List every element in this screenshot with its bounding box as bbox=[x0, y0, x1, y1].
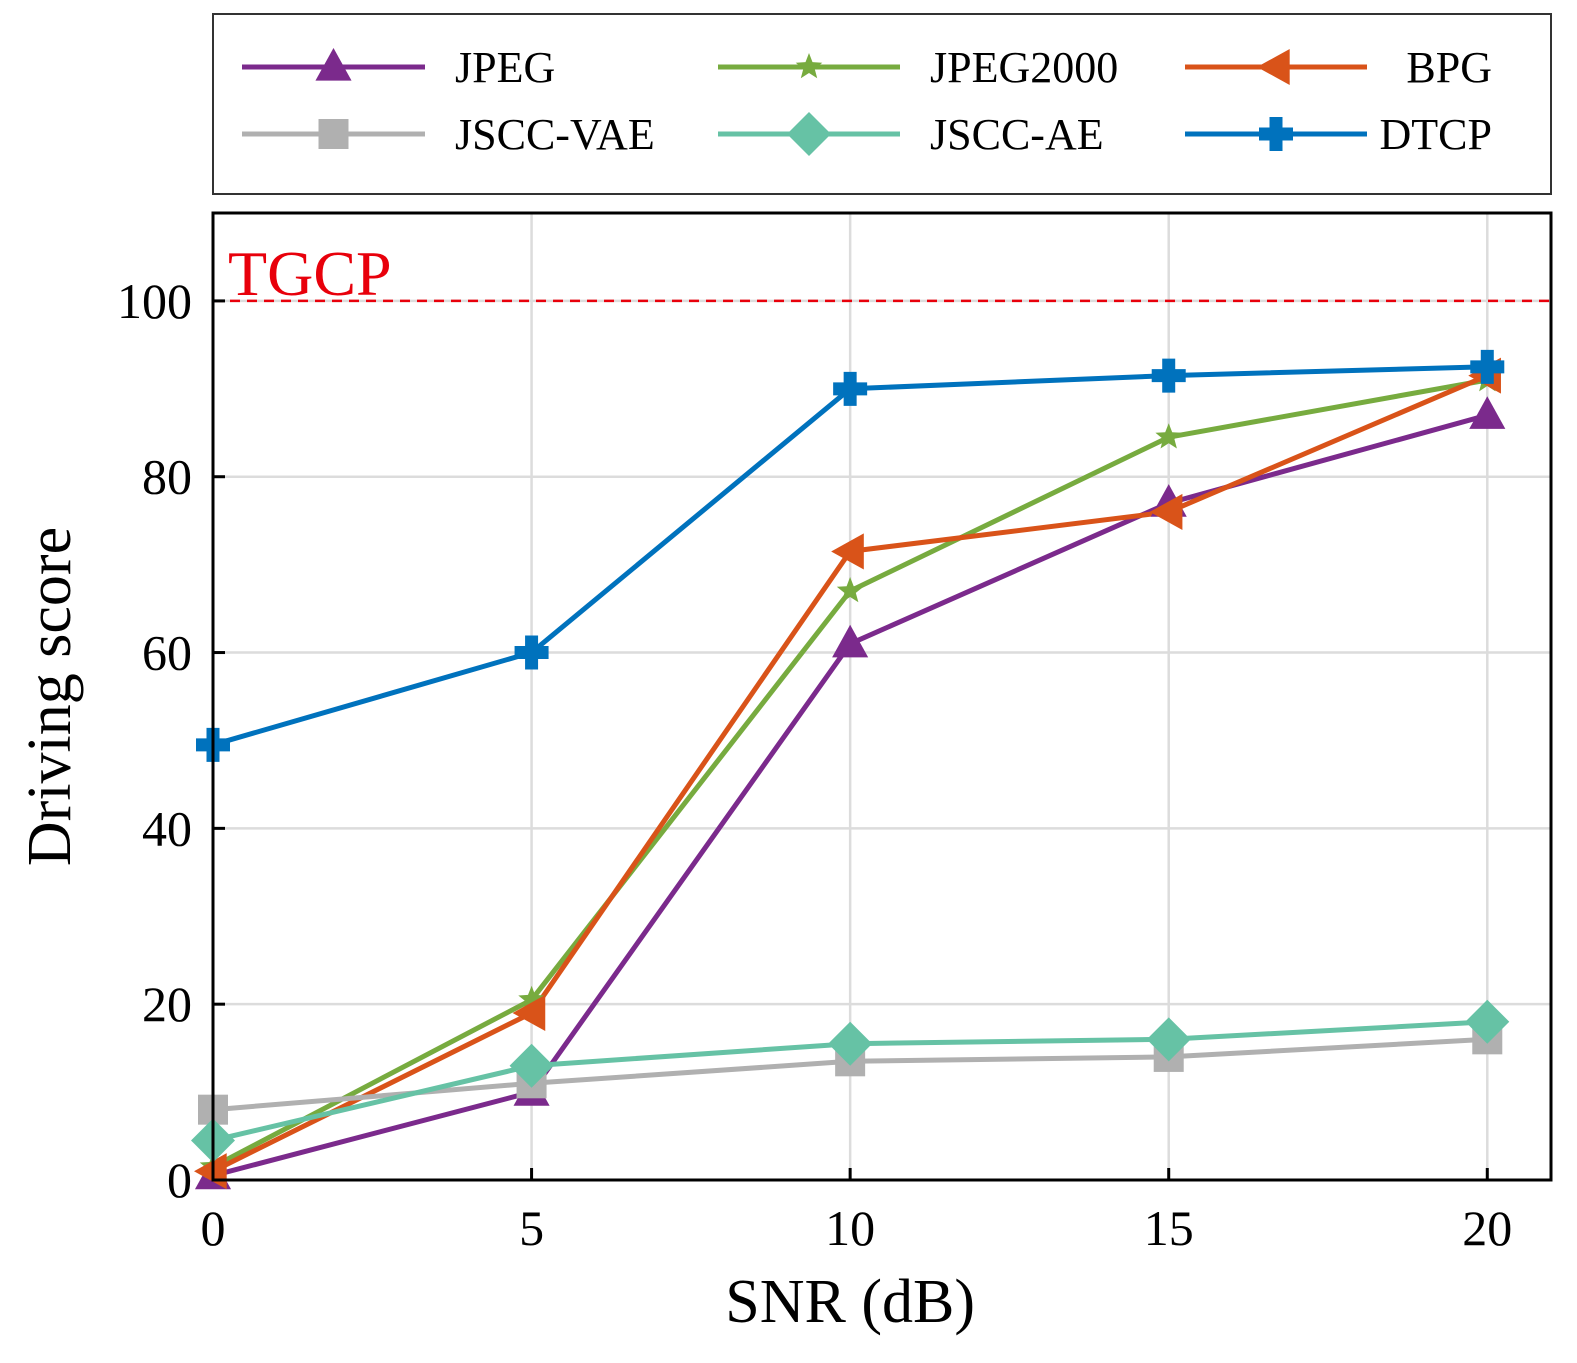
legend: JPEG JPEG2000 BPG JSCC-VAE JSCC-AE DTCP bbox=[212, 13, 1552, 195]
x-tick-label-10: 10 bbox=[825, 1200, 875, 1256]
axis-labels: 0 5 10 15 20 0 20 40 60 80 100 SNR (dB) Driving scor… bbox=[16, 273, 1512, 1336]
plot-frame bbox=[211, 211, 1553, 1182]
axis-ticks bbox=[211, 299, 1489, 1182]
legend-label-jscc-vae: JSCC-VAE bbox=[455, 110, 655, 159]
data-point-dtcp-15 bbox=[1151, 358, 1186, 393]
legend-label-jscc-ae: JSCC-AE bbox=[930, 110, 1104, 159]
y-tick-label-100: 100 bbox=[117, 273, 192, 329]
plot-area: TGCP bbox=[191, 211, 1553, 1190]
legend-marker-jscc-vae bbox=[318, 119, 349, 149]
data-point-jpeg-10 bbox=[832, 624, 869, 658]
data-point-dtcp-20 bbox=[1470, 349, 1505, 384]
legend-label-dtcp: DTCP bbox=[1380, 110, 1492, 159]
data-point-jpeg2000-15 bbox=[1155, 423, 1182, 449]
data-point-jscc-ae-10 bbox=[828, 1021, 873, 1066]
legend-label-jpeg2000: JPEG2000 bbox=[930, 43, 1118, 92]
grid-lines bbox=[213, 213, 1551, 1180]
data-point-jpeg2000-5 bbox=[518, 985, 545, 1012]
data-point-jpeg2000-10 bbox=[836, 577, 864, 603]
data-point-bpg-5 bbox=[512, 994, 546, 1032]
y-tick-label-60: 60 bbox=[142, 625, 192, 681]
legend-label-bpg: BPG bbox=[1406, 43, 1492, 92]
data-point-jscc-ae-15 bbox=[1146, 1017, 1191, 1062]
y-axis-title: Driving score bbox=[16, 527, 84, 866]
data-point-dtcp-10 bbox=[833, 371, 868, 406]
y-tick-label-20: 20 bbox=[142, 976, 192, 1032]
legend-frame bbox=[212, 13, 1552, 195]
reference-line-group: TGCP bbox=[213, 238, 1551, 309]
legend-marker-jpeg bbox=[315, 48, 352, 81]
reference-line-label: TGCP bbox=[228, 238, 392, 309]
data-point-jscc-ae-5 bbox=[509, 1043, 554, 1088]
data-point-dtcp-5 bbox=[514, 635, 549, 670]
y-tick-label-0: 0 bbox=[167, 1152, 192, 1208]
legend-marker-bpg bbox=[1257, 48, 1290, 86]
data-point-jscc-ae-20 bbox=[1465, 999, 1510, 1044]
x-axis-title: SNR (dB) bbox=[725, 1268, 975, 1336]
y-tick-label-80: 80 bbox=[142, 449, 192, 505]
y-tick-label-40: 40 bbox=[142, 800, 192, 856]
x-tick-label-15: 15 bbox=[1144, 1200, 1194, 1256]
data-point-jpeg-20 bbox=[1469, 396, 1506, 429]
x-tick-label-0: 0 bbox=[201, 1200, 226, 1256]
x-tick-label-5: 5 bbox=[519, 1200, 544, 1256]
legend-label-jpeg: JPEG bbox=[455, 43, 555, 92]
legend-marker-dtcp bbox=[1259, 117, 1293, 151]
legend-marker-jpeg2000 bbox=[795, 53, 823, 79]
data-point-bpg-15 bbox=[1149, 493, 1183, 530]
data-point-bpg-10 bbox=[831, 533, 864, 570]
legend-marker-jscc-ae bbox=[787, 112, 831, 156]
x-tick-label-20: 20 bbox=[1462, 1200, 1512, 1256]
